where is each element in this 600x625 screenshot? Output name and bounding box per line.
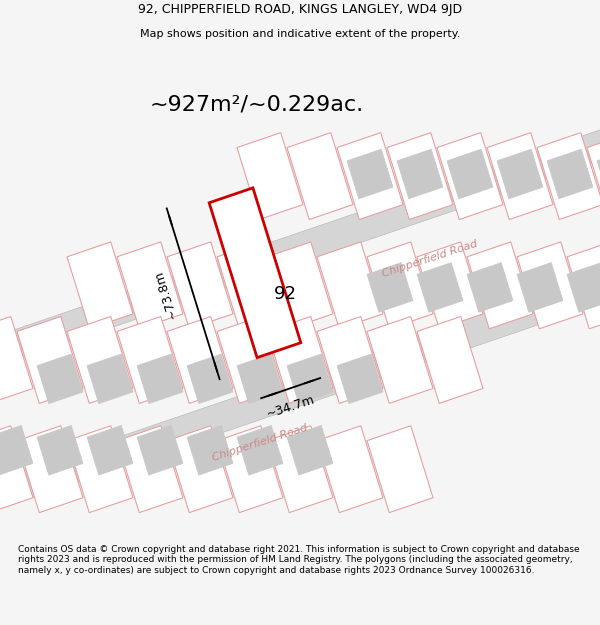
Polygon shape [537,132,600,219]
Polygon shape [487,132,553,219]
Polygon shape [0,426,33,475]
Polygon shape [447,149,493,199]
Polygon shape [37,354,83,404]
Polygon shape [587,132,600,219]
Polygon shape [117,426,183,512]
Polygon shape [0,316,33,403]
Polygon shape [217,316,283,403]
Polygon shape [167,426,233,512]
Polygon shape [0,71,600,391]
Polygon shape [87,426,133,475]
Polygon shape [237,354,283,404]
Polygon shape [237,426,283,475]
Polygon shape [0,254,600,574]
Polygon shape [567,242,600,329]
Polygon shape [0,426,33,512]
Polygon shape [237,132,303,219]
Polygon shape [87,354,133,404]
Text: ~927m²/~0.229ac.: ~927m²/~0.229ac. [150,94,364,114]
Polygon shape [547,149,593,199]
Polygon shape [517,242,583,329]
Polygon shape [17,316,83,403]
Polygon shape [437,132,503,219]
Polygon shape [187,354,233,404]
Polygon shape [317,316,383,403]
Polygon shape [467,242,533,329]
Text: 92, CHIPPERFIELD ROAD, KINGS LANGLEY, WD4 9JD: 92, CHIPPERFIELD ROAD, KINGS LANGLEY, WD… [138,3,462,16]
Polygon shape [67,316,133,403]
Text: Chipperfield Road: Chipperfield Road [211,422,309,463]
Polygon shape [467,262,513,312]
Polygon shape [217,426,283,512]
Polygon shape [597,149,600,199]
Polygon shape [267,242,333,329]
Text: Map shows position and indicative extent of the property.: Map shows position and indicative extent… [140,29,460,39]
Polygon shape [187,426,233,475]
Polygon shape [367,262,413,312]
Polygon shape [337,354,383,404]
Polygon shape [209,188,301,358]
Polygon shape [167,242,233,329]
Polygon shape [417,242,483,329]
Polygon shape [367,242,433,329]
Polygon shape [367,426,433,512]
Polygon shape [37,426,83,475]
Polygon shape [267,426,333,512]
Polygon shape [137,354,183,404]
Text: Chipperfield Road: Chipperfield Road [381,239,479,279]
Polygon shape [117,316,183,403]
Polygon shape [317,426,383,512]
Polygon shape [117,242,183,329]
Polygon shape [287,132,353,219]
Polygon shape [67,426,133,512]
Polygon shape [17,426,83,512]
Polygon shape [497,149,543,199]
Text: Contains OS data © Crown copyright and database right 2021. This information is : Contains OS data © Crown copyright and d… [18,545,580,574]
Polygon shape [347,149,393,199]
Text: ~73.8m: ~73.8m [151,268,179,320]
Text: ~34.7m: ~34.7m [265,393,317,421]
Polygon shape [367,316,433,403]
Polygon shape [417,316,483,403]
Polygon shape [287,426,333,475]
Polygon shape [267,316,333,403]
Polygon shape [337,132,403,219]
Polygon shape [137,426,183,475]
Polygon shape [217,242,283,329]
Polygon shape [167,316,233,403]
Polygon shape [387,132,453,219]
Polygon shape [517,262,563,312]
Polygon shape [67,242,133,329]
Polygon shape [317,242,383,329]
Polygon shape [287,354,333,404]
Polygon shape [397,149,443,199]
Text: 92: 92 [274,285,296,302]
Polygon shape [567,262,600,312]
Polygon shape [417,262,463,312]
